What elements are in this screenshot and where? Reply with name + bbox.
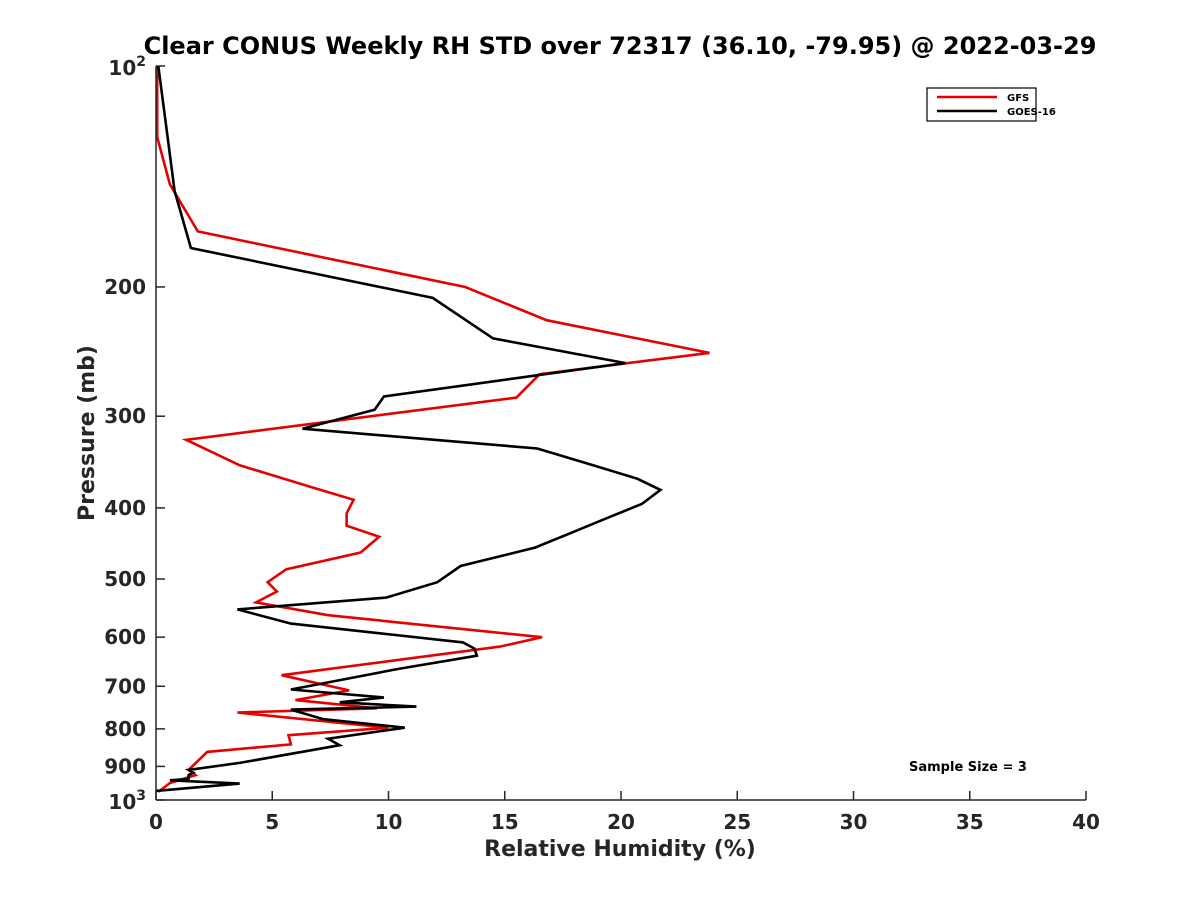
y-tick-label: 600 bbox=[104, 625, 146, 649]
y-axis-label: Pressure (mb) bbox=[75, 345, 100, 521]
plot-area: 0 5 10 15 20 25 30 35 40 200 300 400 500 600 700 800 900… bbox=[104, 54, 1100, 834]
x-tick-label: 5 bbox=[265, 810, 279, 834]
sample-size-annotation: Sample Size = 3 bbox=[909, 760, 1027, 775]
chart-title: Clear CONUS Weekly RH STD over 72317 (36… bbox=[144, 32, 1097, 60]
x-tick-label: 20 bbox=[607, 810, 635, 834]
y-tick-label: 700 bbox=[104, 674, 146, 698]
legend-label-goes-16: GOES-16 bbox=[1007, 107, 1056, 118]
y-tick-label: 200 bbox=[104, 275, 146, 299]
x-tick-label: 30 bbox=[840, 810, 868, 834]
x-tick-label: 0 bbox=[149, 810, 163, 834]
y-tick-label: 900 bbox=[104, 754, 146, 778]
legend: GFS GOES-16 bbox=[926, 87, 1056, 122]
y-tick-label: 300 bbox=[104, 404, 146, 428]
x-tick-label: 40 bbox=[1072, 810, 1100, 834]
x-tick-label: 25 bbox=[723, 810, 751, 834]
y-tick-label: 400 bbox=[104, 496, 146, 520]
series-line-goes-16 bbox=[155, 65, 663, 793]
legend-label-gfs: GFS bbox=[1007, 93, 1029, 104]
x-tick-label: 10 bbox=[375, 810, 403, 834]
x-tick-label: 15 bbox=[491, 810, 519, 834]
x-axis-label: Relative Humidity (%) bbox=[484, 837, 756, 862]
x-tick-label: 35 bbox=[956, 810, 984, 834]
legend-box bbox=[926, 87, 1037, 122]
y-tick-label: 500 bbox=[104, 567, 146, 591]
y-tick-label-bottom: 103 bbox=[108, 788, 146, 814]
y-tick-label: 800 bbox=[104, 717, 146, 741]
series-line-gfs bbox=[155, 66, 710, 793]
y-tick-label-top: 102 bbox=[108, 54, 146, 80]
